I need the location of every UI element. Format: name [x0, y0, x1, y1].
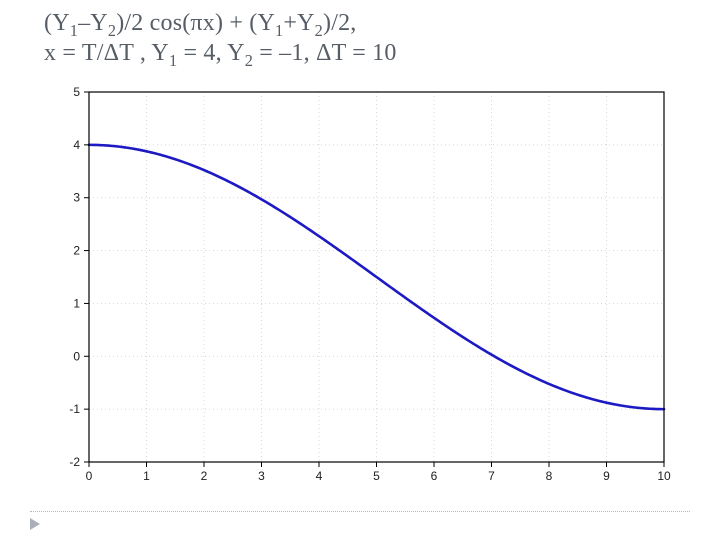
- x-tick-label: 10: [657, 469, 671, 483]
- y-tick-label: 4: [73, 138, 80, 152]
- y-tick-label: -2: [69, 455, 80, 469]
- x-tick-label: 7: [488, 469, 495, 483]
- footer-play-icon: [30, 518, 40, 530]
- y-tick-label: -1: [69, 402, 80, 416]
- cosine-chart: 0 1 2 3 4 5 6 7 8 9 10 -2 -1 0 1 2 3 4 5: [44, 82, 684, 502]
- title-block: (Y1–Y2)/2 cos(πx) + (Y1+Y2)/2, x = T/ΔT …: [44, 8, 397, 68]
- x-tick-label: 1: [143, 469, 150, 483]
- footer-divider: [30, 511, 690, 512]
- x-tick-label: 6: [431, 469, 438, 483]
- slide: (Y1–Y2)/2 cos(πx) + (Y1+Y2)/2, x = T/ΔT …: [0, 0, 720, 540]
- y-tick-label: 5: [73, 85, 80, 99]
- y-tick-label: 2: [73, 244, 80, 258]
- x-tick-label: 3: [258, 469, 265, 483]
- title-line-1: (Y1–Y2)/2 cos(πx) + (Y1+Y2)/2,: [44, 8, 397, 38]
- x-tick-label: 8: [546, 469, 553, 483]
- y-tick-label: 0: [73, 349, 80, 363]
- chart-svg: 0 1 2 3 4 5 6 7 8 9 10 -2 -1 0 1 2 3 4 5: [44, 82, 684, 502]
- y-tick-label: 1: [73, 296, 80, 310]
- y-tick-label: 3: [73, 191, 80, 205]
- x-tick-label: 2: [201, 469, 208, 483]
- x-tick-label: 0: [86, 469, 93, 483]
- x-tick-label: 4: [316, 469, 323, 483]
- x-tick-label: 5: [373, 469, 380, 483]
- x-tick-label: 9: [603, 469, 610, 483]
- title-line-2: x = T/ΔT , Y1 = 4, Y2 = –1, ΔT = 10: [44, 38, 397, 68]
